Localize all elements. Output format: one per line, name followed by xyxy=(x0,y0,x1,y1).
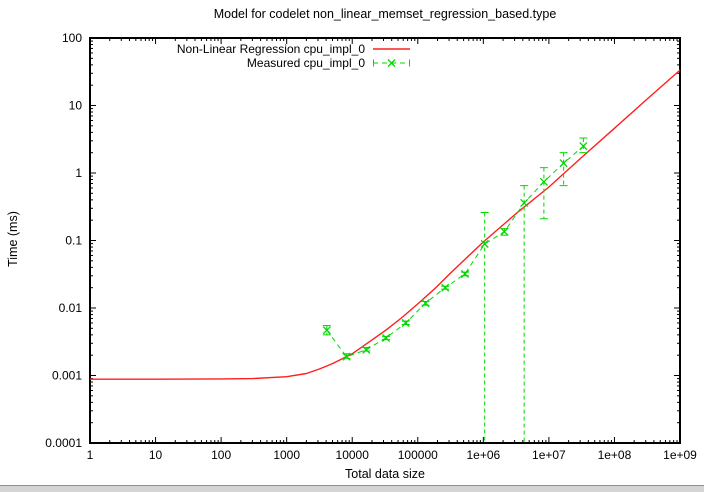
x-tick-label: 1e+09 xyxy=(663,448,697,462)
x-tick-label: 100000 xyxy=(398,448,438,462)
legend-label-regression: Non-Linear Regression cpu_impl_0 xyxy=(177,42,365,56)
plot-border xyxy=(89,37,681,444)
y-tick-label: 0.1 xyxy=(65,234,82,248)
x-tick-label: 1e+06 xyxy=(466,448,500,462)
regression-line xyxy=(90,69,681,380)
legend-label-measured: Measured cpu_impl_0 xyxy=(247,56,365,70)
x-tick-label: 10 xyxy=(149,448,163,462)
y-tick-label: 10 xyxy=(69,99,83,113)
y-tick-label: 100 xyxy=(62,31,82,45)
x-tick-label: 1000 xyxy=(273,448,300,462)
y-tick-label: 0.01 xyxy=(59,301,83,315)
x-tick-label: 10000 xyxy=(336,448,370,462)
x-tick-label: 1 xyxy=(87,448,94,462)
y-tick-label: 0.0001 xyxy=(45,436,82,450)
x-axis-title: Total data size xyxy=(345,467,425,481)
window-bottom-edge xyxy=(0,485,704,492)
legend: Non-Linear Regression cpu_impl_0Measured… xyxy=(177,42,410,70)
legend-sample-marker xyxy=(387,59,396,67)
measured-series xyxy=(322,137,588,443)
chart-title: Model for codelet non_linear_memset_regr… xyxy=(213,7,557,21)
x-tick-label: 1e+07 xyxy=(532,448,566,462)
measured-line xyxy=(326,145,584,358)
measured-markers xyxy=(322,142,588,361)
y-tick-label: 0.001 xyxy=(52,369,82,383)
x-tick-label: 100 xyxy=(211,448,231,462)
x-tick-label: 1e+08 xyxy=(598,448,632,462)
y-tick-label: 1 xyxy=(75,166,82,180)
